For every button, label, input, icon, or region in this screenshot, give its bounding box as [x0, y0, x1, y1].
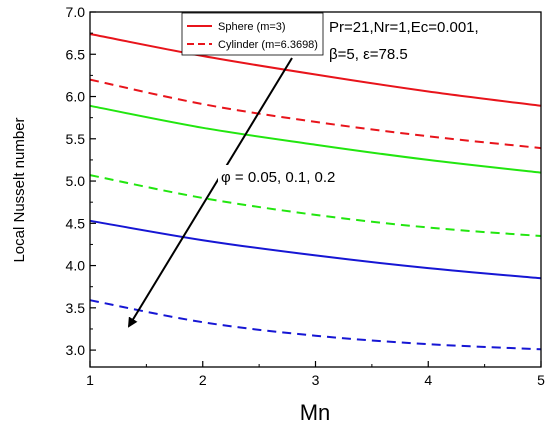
trend-arrow [127, 57, 293, 328]
params-annotation-line2: β=5, ε=78.5 [329, 46, 408, 63]
legend-box [181, 12, 324, 56]
y-tick-label: 5.0 [66, 173, 86, 189]
y-tick-label: 4.5 [66, 215, 86, 231]
arrow-label-bg [218, 165, 358, 187]
x-tick-label: 5 [537, 372, 545, 388]
x-tick-label: 4 [424, 372, 432, 388]
series-layer [89, 33, 542, 351]
tick-layer: 1 2 3 4 5 3.0 3.5 4.0 4.5 5.0 5.5 6.0 6.5 7.0 [66, 4, 546, 388]
y-tick-label: 7.0 [66, 4, 86, 20]
plot-frame [89, 11, 542, 368]
x-axis-title: Mn [300, 400, 331, 425]
series-line-6 [89, 299, 542, 351]
legend-label-sphere: Sphere (m=3) [218, 21, 286, 33]
x-tick-label: 3 [312, 372, 320, 388]
series-line-2 [89, 78, 542, 150]
series-line-4 [89, 174, 542, 237]
y-tick-label: 5.5 [66, 131, 86, 147]
y-tick-label: 6.0 [66, 89, 86, 105]
series-line-3 [89, 104, 542, 174]
y-axis-title: Local Nusselt number [11, 117, 28, 262]
params-annotation-line1: Pr=21,Nr=1,Ec=0.001, [329, 19, 479, 36]
y-tick-label: 3.5 [66, 300, 86, 316]
legend-label-cylinder: Cylinder (m=6.3698) [218, 39, 318, 51]
series-line-1 [89, 33, 542, 107]
y-tick-label: 3.0 [66, 342, 86, 358]
y-tick-label: 4.0 [66, 258, 86, 274]
x-tick-label: 1 [86, 372, 94, 388]
x-tick-label: 2 [199, 372, 207, 388]
y-tick-label: 6.5 [66, 46, 86, 62]
arrow-label: φ = 0.05, 0.1, 0.2 [221, 169, 335, 186]
legend: Sphere (m=3) Cylinder (m=6.3698) [181, 12, 324, 56]
series-line-5 [89, 219, 542, 280]
